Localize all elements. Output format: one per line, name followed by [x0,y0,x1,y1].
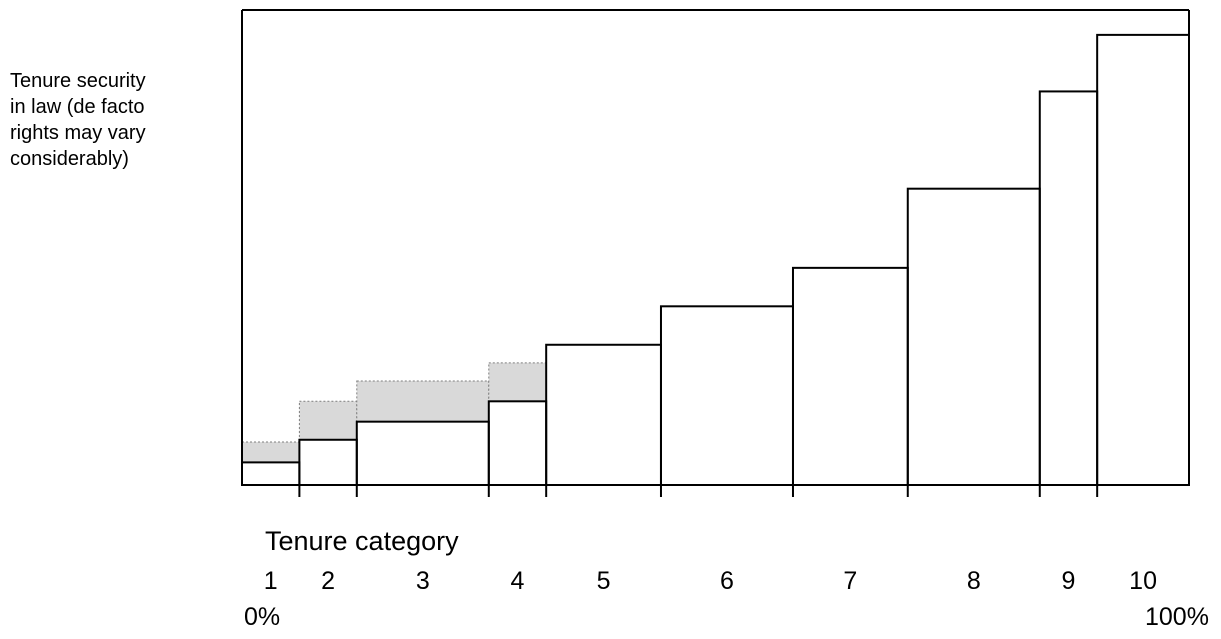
y-axis-label: Tenure security in law (de facto rights … [10,70,146,170]
category-label-3: 3 [415,567,430,595]
bar-4 [487,400,548,486]
bar-10 [1096,33,1190,486]
bar-3 [355,420,490,486]
x-start-label: 0% [244,603,281,631]
bar-9 [1038,90,1099,487]
bar-1 [241,461,301,486]
x-axis-title: Tenure category [265,526,459,556]
shaded-range-2 [298,400,358,441]
shaded-range-4 [488,362,547,402]
category-label-2: 2 [321,567,336,595]
category-label-4: 4 [510,567,525,595]
bar-8 [906,187,1041,486]
category-label-6: 6 [720,567,734,595]
bar-6 [659,305,794,486]
category-label-7: 7 [843,567,858,595]
shaded-range-3 [356,380,490,423]
bar-7 [791,266,909,486]
category-label-9: 9 [1061,567,1076,595]
bar-5 [545,343,662,486]
category-label-10: 10 [1129,567,1157,595]
shaded-range-1 [241,441,300,463]
bar-2 [298,438,358,486]
category-label-1: 1 [263,567,278,595]
x-end-label: 100% [1145,603,1209,631]
category-label-5: 5 [596,567,611,595]
category-label-8: 8 [966,567,981,595]
